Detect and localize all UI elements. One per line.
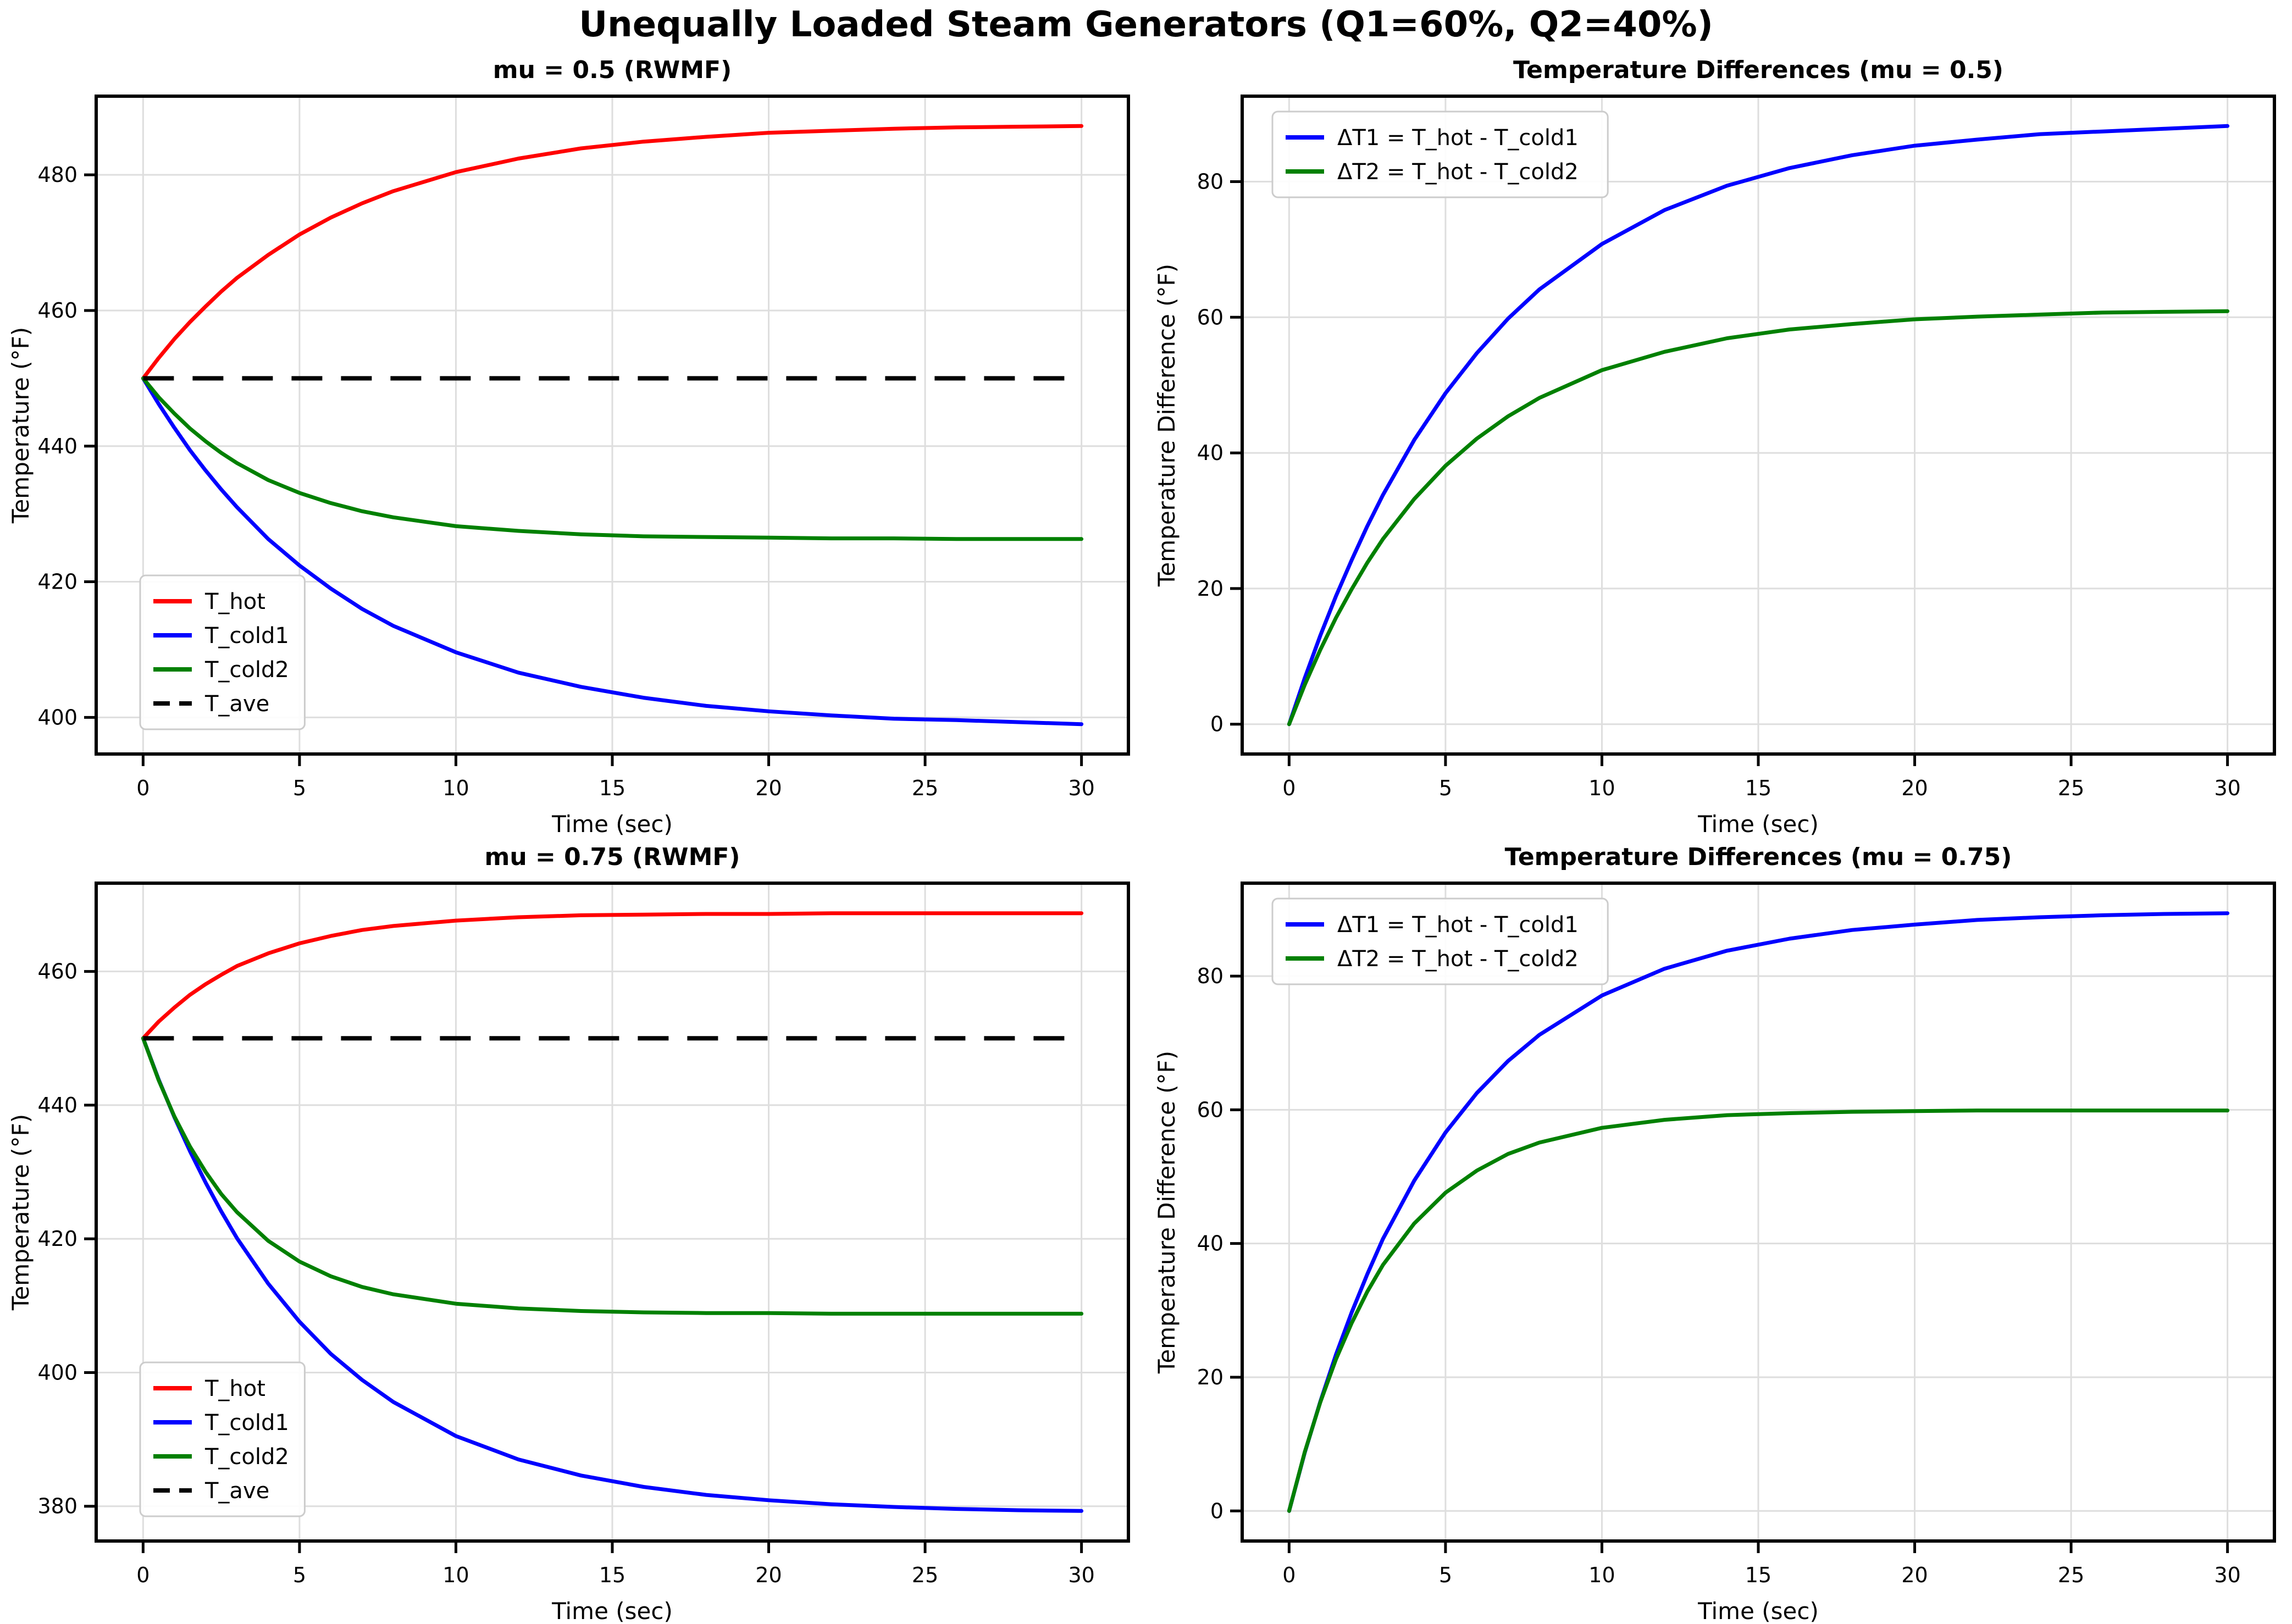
x-tick-label: 5 xyxy=(293,776,306,800)
legend-label-T_hot: T_hot xyxy=(204,1376,265,1401)
x-tick-label: 5 xyxy=(1439,776,1452,800)
series-line-T_cold2 xyxy=(141,376,1084,541)
y-axis-label: Temperature Difference (°F) xyxy=(1153,264,1180,587)
legend-label-dT1: ΔT1 = T_hot - T_cold1 xyxy=(1337,125,1579,151)
y-tick-label: 480 xyxy=(37,163,77,187)
legend-label-dT1: ΔT1 = T_hot - T_cold1 xyxy=(1337,912,1579,938)
legend-box xyxy=(139,574,306,730)
x-tick-label: 20 xyxy=(755,1563,782,1587)
x-tick-label: 10 xyxy=(442,776,469,800)
series-line-dT1 xyxy=(1287,124,2230,727)
y-tick-label: 40 xyxy=(1197,441,1223,465)
series-line-T_hot xyxy=(141,124,1084,380)
series-line-T_cold1 xyxy=(141,1036,1084,1513)
y-tick-label: 420 xyxy=(37,1227,77,1251)
y-tick-label: 420 xyxy=(37,570,77,594)
x-tick-label: 0 xyxy=(136,776,150,800)
chart-panel-diffs-mu-0.75: 0 5 10 15 20 25 30 0 20 40 60 80 Temperature Differe… xyxy=(1146,836,2292,1623)
y-tick-label: 460 xyxy=(37,298,77,323)
chart-panel-temps-mu-0.75: 0 5 10 15 20 25 30 380 400 420 440 460 mu = 0.75 (RW… xyxy=(0,836,1146,1623)
figure-title: Unequally Loaded Steam Generators (Q1=60… xyxy=(579,4,1713,45)
series-line-T_hot xyxy=(141,911,1084,1040)
y-tick-label: 400 xyxy=(37,705,77,729)
legend-label-T_cold1: T_cold1 xyxy=(204,623,289,649)
chart-panel-temps-mu-0.5: 0 5 10 15 20 25 30 400 420 440 460 480 mu = 0.5 (RWM… xyxy=(0,49,1146,836)
legend-label-T_ave: T_ave xyxy=(204,691,269,717)
x-tick-label: 25 xyxy=(912,1563,938,1587)
legend-label-T_cold2: T_cold2 xyxy=(204,657,289,683)
x-tick-label: 5 xyxy=(293,1563,306,1587)
series-line-dT2 xyxy=(1287,1108,2230,1513)
y-tick-label: 60 xyxy=(1197,305,1223,329)
x-tick-label: 30 xyxy=(1068,776,1094,800)
legend: T_hot T_cold1 T_cold2 T_ave xyxy=(139,574,306,730)
x-tick-label: 20 xyxy=(1901,776,1928,800)
x-tick-label: 25 xyxy=(2058,1563,2084,1587)
x-axis-label: Time (sec) xyxy=(551,1598,673,1623)
y-axis-label: Temperature (°F) xyxy=(7,327,34,524)
x-axis-label: Time (sec) xyxy=(1697,811,1819,836)
y-axis-label: Temperature Difference (°F) xyxy=(1153,1051,1180,1374)
panel-title: Temperature Differences (mu = 0.75) xyxy=(1505,843,2012,871)
x-tick-label: 30 xyxy=(2214,776,2240,800)
y-tick-label: 400 xyxy=(37,1360,77,1384)
y-tick-label: 80 xyxy=(1197,169,1223,193)
panel-title: mu = 0.5 (RWMF) xyxy=(493,56,732,84)
x-tick-label: 0 xyxy=(1282,776,1296,800)
x-tick-label: 25 xyxy=(912,776,938,800)
x-tick-label: 15 xyxy=(599,1563,625,1587)
series-line-dT1 xyxy=(1287,911,2230,1513)
y-tick-label: 40 xyxy=(1197,1232,1223,1256)
x-tick-label: 10 xyxy=(1588,1563,1615,1587)
legend-label-T_ave: T_ave xyxy=(204,1478,269,1504)
x-tick-label: 10 xyxy=(1588,776,1615,800)
x-tick-label: 20 xyxy=(1901,1563,1928,1587)
y-tick-label: 20 xyxy=(1197,577,1223,601)
y-tick-label: 440 xyxy=(37,434,77,458)
x-tick-label: 0 xyxy=(1282,1563,1296,1587)
y-tick-label: 460 xyxy=(37,960,77,984)
y-tick-label: 0 xyxy=(1210,712,1223,736)
x-axis-label: Time (sec) xyxy=(551,811,673,836)
x-tick-label: 15 xyxy=(1745,776,1771,800)
legend-label-T_hot: T_hot xyxy=(204,589,265,614)
chart-panel-diffs-mu-0.5: 0 5 10 15 20 25 30 0 20 40 60 80 Temperature Differe… xyxy=(1146,49,2292,836)
panel-title: Temperature Differences (mu = 0.5) xyxy=(1513,56,2003,84)
legend-box xyxy=(1271,110,1609,198)
panel-title: mu = 0.75 (RWMF) xyxy=(484,843,740,871)
x-tick-label: 10 xyxy=(442,1563,469,1587)
y-tick-label: 20 xyxy=(1197,1365,1223,1389)
x-tick-label: 15 xyxy=(599,776,625,800)
legend-box xyxy=(1271,897,1609,985)
series-line-dT2 xyxy=(1287,309,2230,727)
y-tick-label: 380 xyxy=(37,1494,77,1518)
x-tick-label: 20 xyxy=(755,776,782,800)
x-tick-label: 15 xyxy=(1745,1563,1771,1587)
x-tick-label: 25 xyxy=(2058,776,2084,800)
y-tick-label: 0 xyxy=(1210,1499,1223,1523)
legend: ΔT1 = T_hot - T_cold1 ΔT2 = T_hot - T_col… xyxy=(1271,110,1609,198)
legend: ΔT1 = T_hot - T_cold1 ΔT2 = T_hot - T_col… xyxy=(1271,897,1609,985)
x-tick-label: 30 xyxy=(2214,1563,2240,1587)
panel-grid: 0 5 10 15 20 25 30 400 420 440 460 480 mu = 0.5 (RWM… xyxy=(0,49,2292,1623)
legend-box xyxy=(139,1361,306,1517)
x-tick-label: 0 xyxy=(136,1563,150,1587)
series-line-T_cold2 xyxy=(141,1036,1084,1316)
x-tick-label: 5 xyxy=(1439,1563,1452,1587)
legend: T_hot T_cold1 T_cold2 T_ave xyxy=(139,1361,306,1517)
legend-label-T_cold1: T_cold1 xyxy=(204,1410,289,1435)
series-line-T_cold1 xyxy=(141,376,1084,727)
y-axis-label: Temperature (°F) xyxy=(7,1114,34,1311)
legend-label-dT2: ΔT2 = T_hot - T_cold2 xyxy=(1337,946,1579,972)
y-tick-label: 440 xyxy=(37,1093,77,1117)
legend-label-T_cold2: T_cold2 xyxy=(204,1444,289,1470)
y-tick-label: 60 xyxy=(1197,1098,1223,1122)
legend-label-dT2: ΔT2 = T_hot - T_cold2 xyxy=(1337,159,1579,185)
x-axis-label: Time (sec) xyxy=(1697,1598,1819,1623)
x-tick-label: 30 xyxy=(1068,1563,1094,1587)
y-tick-label: 80 xyxy=(1197,964,1223,988)
